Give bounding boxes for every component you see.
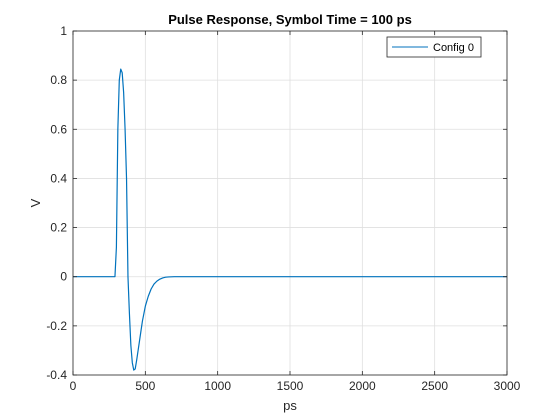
series-line [73, 68, 507, 371]
y-tick-label: 0.6 [50, 122, 67, 136]
y-tick-label: 1 [60, 24, 67, 38]
x-tick-label: 500 [135, 379, 155, 393]
y-tick-label: -0.2 [46, 319, 67, 333]
y-tick-label: 0.8 [50, 73, 67, 87]
y-tick-label: 0.2 [50, 221, 67, 235]
x-tick-label: 2000 [349, 379, 376, 393]
y-tick-label: 0 [60, 270, 67, 284]
legend-label: Config 0 [433, 42, 474, 54]
x-tick-label: 1500 [277, 379, 304, 393]
y-axis-label: V [28, 198, 43, 207]
x-tick-label: 3000 [494, 379, 521, 393]
series-layer [73, 68, 507, 371]
chart-title: Pulse Response, Symbol Time = 100 ps [168, 12, 412, 27]
x-tick-label: 0 [70, 379, 77, 393]
x-tick-label: 2500 [421, 379, 448, 393]
x-axis-label: ps [283, 398, 297, 413]
legend-box [386, 36, 482, 58]
x-tick-label: 1000 [204, 379, 231, 393]
ticks: 0 500 1000 1500 2000 2500 3000 -0.4 -0.2 0 0.2 0.4 0… [46, 24, 520, 393]
y-tick-label: 0.4 [50, 171, 67, 185]
y-tick-label: -0.4 [46, 368, 67, 382]
legend: Config 0 [386, 36, 482, 58]
